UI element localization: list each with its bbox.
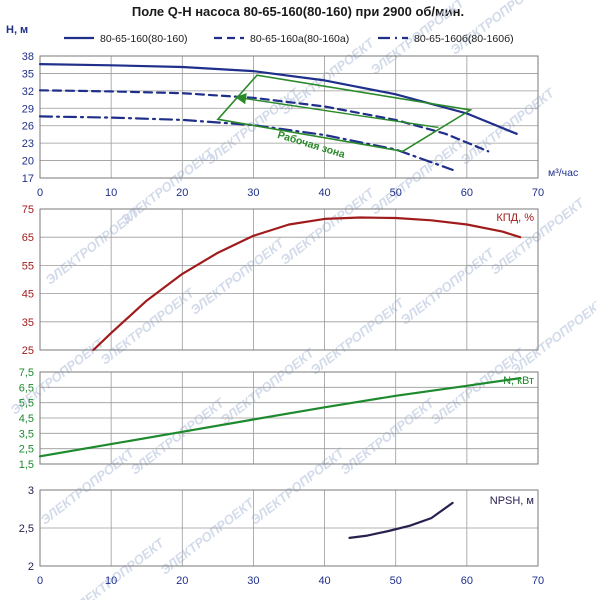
y-tick-label: 1,5 <box>19 459 34 471</box>
watermark-stamp: ЭЛЕКТРОПРОЕКТ <box>68 535 168 600</box>
x-tick-label: 0 <box>37 575 43 587</box>
watermark-stamp: ЭЛЕКТРОПРОЕКТ <box>338 395 438 478</box>
y-tick-label: 35 <box>22 68 34 80</box>
panel-power: 1,5 2,5 3,5 4,5 5,5 6,5 7,5 N, кВт <box>19 367 539 471</box>
x-tick-label: 70 <box>532 575 544 587</box>
x-tick-label: 0 <box>37 187 43 199</box>
series-label: NPSH, м <box>490 495 534 507</box>
series-line <box>92 216 522 352</box>
y-tick-label: 6,5 <box>19 382 34 394</box>
series-line <box>38 62 518 135</box>
watermark-stamp: ЭЛЕКТРОПРОЕКТ <box>398 245 498 328</box>
panel-efficiency: 25 35 45 55 65 75 КПД, % <box>22 204 539 357</box>
legend-label: 80-65-160a(80-160a) <box>250 33 349 45</box>
plot-frame <box>39 208 539 351</box>
x-tick-label: 40 <box>318 187 330 199</box>
y-tick-label: 55 <box>22 260 34 272</box>
x-tick-label: 20 <box>176 575 188 587</box>
y-tick-label: 35 <box>22 317 34 329</box>
y-axis-label: H, м <box>6 24 28 36</box>
watermark-stamp: ЭЛЕКТРОПРОЕКТ <box>188 235 288 318</box>
y-tick-label: 65 <box>22 232 34 244</box>
x-tick-label: 10 <box>105 187 117 199</box>
legend-label: 80-65-160б(80-160б) <box>414 33 514 45</box>
x-tick-label: 20 <box>176 187 188 199</box>
y-tick-label: 2 <box>28 561 34 573</box>
x-tick-label: 40 <box>318 575 330 587</box>
x-tick-label: 30 <box>247 575 259 587</box>
watermark-stamp: ЭЛЕКТРОПРОЕКТ <box>218 345 318 428</box>
y-tick-label: 2,5 <box>19 444 34 456</box>
y-tick-label: 32 <box>22 86 34 98</box>
y-tick-label: 3 <box>28 485 34 497</box>
watermark-layer: ЭЛЕКТРОПРОЕКТЭЛЕКТРОПРОЕКТЭЛЕКТРОПРОЕКТЭ… <box>8 0 596 600</box>
watermark-stamp: ЭЛЕКТРОПРОЕКТ <box>508 295 596 378</box>
y-tick-label: 26 <box>22 121 34 133</box>
series-line <box>38 115 454 171</box>
watermark-stamp: ЭЛЕКТРОПРОЕКТ <box>308 295 408 378</box>
y-tick-label: 20 <box>22 156 34 168</box>
x-tick-label: 70 <box>532 187 544 199</box>
y-tick-label: 45 <box>22 289 34 301</box>
work-zone-arrow <box>234 93 439 129</box>
series-line <box>38 89 490 153</box>
series-line <box>348 501 454 540</box>
y-tick-label: 3,5 <box>19 428 34 440</box>
legend-label: 80-65-160(80-160) <box>100 33 188 45</box>
panel-qh: 17 20 23 26 29 32 35 38 0 10 20 30 40 50 60 70 H, м м³/ча… <box>6 24 578 199</box>
x-tick-label: 60 <box>461 575 473 587</box>
y-tick-label: 29 <box>22 103 34 115</box>
y-tick-label: 7,5 <box>19 367 34 379</box>
plot-frame <box>39 489 539 567</box>
x-tick-label: 60 <box>461 187 473 199</box>
x-tick-label: 50 <box>390 187 402 199</box>
watermark-stamp: ЭЛЕКТРОПРОЕКТ <box>98 285 198 368</box>
watermark-stamp: ЭЛЕКТРОПРОЕКТ <box>248 445 348 528</box>
y-tick-label: 23 <box>22 138 34 150</box>
page-title: Поле Q-H насоса 80-65-160(80-160) при 29… <box>131 4 465 19</box>
work-zone-outline <box>216 74 473 153</box>
y-tick-label: 5,5 <box>19 398 34 410</box>
watermark-stamp: ЭЛЕКТРОПРОЕКТ <box>158 495 258 578</box>
watermark-stamp: ЭЛЕКТРОПРОЕКТ <box>38 445 138 528</box>
series-line <box>38 377 522 458</box>
plot-frame <box>39 371 539 465</box>
y-tick-label: 38 <box>22 51 34 63</box>
y-tick-label: 25 <box>22 345 34 357</box>
y-tick-label: 17 <box>22 173 34 185</box>
y-tick-label: 75 <box>22 204 34 216</box>
x-tick-label: 10 <box>105 575 117 587</box>
watermark-stamp: ЭЛЕКТРОПРОЕКТ <box>458 85 558 168</box>
x-tick-label: 50 <box>390 575 402 587</box>
watermark-stamp: ЭЛЕКТРОПРОЕКТ <box>128 395 228 478</box>
x-axis-label: м³/час <box>548 167 578 179</box>
y-tick-label: 2,5 <box>19 523 34 535</box>
series-label: N, кВт <box>503 375 534 387</box>
series-label: КПД, % <box>496 212 534 224</box>
y-tick-label: 4,5 <box>19 413 34 425</box>
x-tick-label: 30 <box>247 187 259 199</box>
